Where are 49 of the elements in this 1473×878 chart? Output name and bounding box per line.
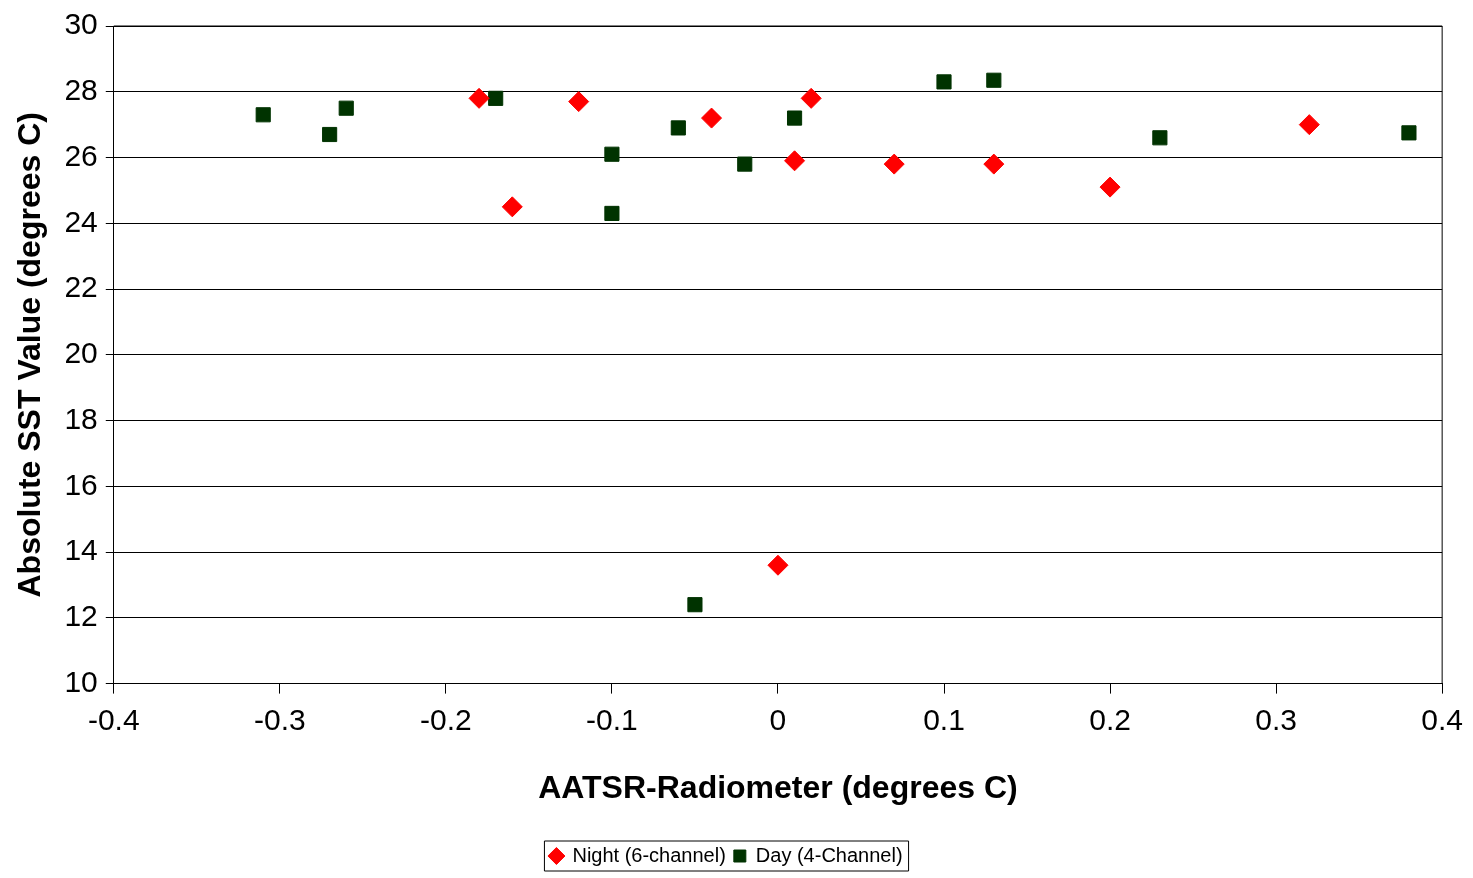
- point: [737, 156, 753, 172]
- x-tick-label: -0.3: [253, 702, 306, 736]
- point: [983, 153, 1005, 175]
- x-tick-label: -0.4: [87, 702, 140, 736]
- point: [604, 146, 620, 162]
- x-axis-title: AATSR-Radiometer (degrees C): [538, 768, 1018, 805]
- y-tick-label: 10: [64, 664, 98, 698]
- point: [568, 91, 590, 113]
- point: [501, 196, 523, 218]
- x-tick-label: 0.2: [1089, 702, 1131, 736]
- y-axis-title: Absolute SST Value (degrees C): [11, 112, 48, 598]
- x-tick-label: -0.2: [420, 702, 472, 736]
- point: [488, 90, 504, 106]
- y-tick-label: 26: [64, 138, 98, 172]
- y-tick-label: 20: [64, 336, 98, 370]
- point: [786, 110, 803, 126]
- point: [1401, 125, 1417, 141]
- point: [784, 150, 806, 172]
- y-tick-label: 22: [64, 270, 98, 304]
- point: [800, 87, 822, 109]
- x-tick-label: -0.1: [586, 702, 638, 736]
- x-tick-label: 0.3: [1255, 702, 1297, 736]
- point: [322, 126, 338, 143]
- point: [883, 153, 905, 175]
- point: [687, 597, 703, 613]
- point: [767, 554, 789, 576]
- y-tick-label: 12: [64, 599, 98, 633]
- point: [1152, 130, 1168, 146]
- point: [338, 100, 354, 116]
- y-tick-label: 30: [64, 7, 98, 41]
- y-tick-label: 16: [64, 467, 98, 501]
- point: [1099, 176, 1121, 198]
- point: [936, 74, 952, 90]
- y-tick-label: 28: [64, 73, 98, 107]
- y-tick-label: 14: [64, 533, 98, 567]
- point: [701, 107, 723, 129]
- point: [986, 72, 1002, 88]
- y-tick-label: 24: [64, 204, 98, 238]
- point: [604, 205, 620, 221]
- legend-label: Day (4-Channel): [755, 843, 903, 866]
- legend-label: Night (6-channel): [572, 843, 726, 866]
- point: [1298, 114, 1320, 136]
- point: [468, 87, 490, 109]
- x-tick-label: 0: [769, 702, 787, 736]
- x-tick-label: 0.4: [1421, 702, 1464, 736]
- y-tick-label: 18: [64, 401, 98, 435]
- point: [255, 107, 271, 123]
- point: [670, 120, 686, 136]
- x-tick-label: 0.1: [923, 702, 965, 736]
